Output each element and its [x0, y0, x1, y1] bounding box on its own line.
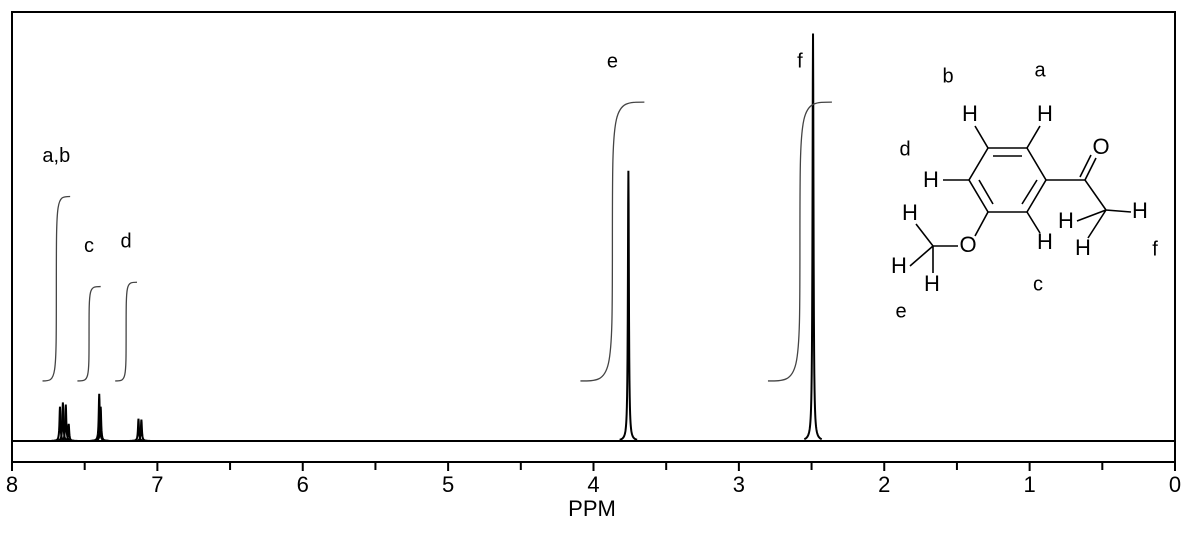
atom: H — [891, 253, 907, 278]
x-axis-label: PPM — [568, 496, 616, 521]
ring-double-bonds — [978, 155, 1038, 205]
atom: H — [1075, 235, 1091, 260]
atom: H — [902, 200, 918, 225]
peak — [59, 423, 78, 442]
site-label: f — [1152, 238, 1158, 260]
ring — [968, 147, 1047, 213]
integral-curve — [77, 285, 101, 382]
site-label: e — [895, 300, 906, 322]
x-tick-label: 3 — [733, 472, 745, 497]
x-tick-label: 2 — [878, 472, 890, 497]
atom: H — [962, 101, 978, 126]
atom: H — [923, 167, 939, 192]
x-tick-label: 4 — [587, 472, 599, 497]
integral-curve — [115, 281, 138, 382]
atom: O — [1092, 134, 1109, 159]
site-label: a — [1034, 59, 1046, 81]
integral-label: f — [797, 50, 803, 72]
site-label: c — [1033, 273, 1043, 295]
peak — [619, 170, 638, 441]
peak — [129, 418, 148, 442]
site-label: b — [942, 65, 953, 87]
x-tick-label: 5 — [442, 472, 454, 497]
integral-curve — [767, 101, 832, 382]
plot-frame — [11, 11, 1176, 463]
atom: O — [959, 232, 976, 257]
molecule: H H O H H H H O H H H H a b c d e f — [891, 59, 1158, 322]
x-tick-label: 6 — [297, 472, 309, 497]
peak — [91, 406, 110, 442]
atom: H — [1037, 229, 1053, 254]
site-label: d — [899, 138, 910, 160]
atom: H — [1058, 208, 1074, 233]
integral-label: d — [121, 231, 132, 253]
atom: H — [1037, 101, 1053, 126]
x-tick-label: 8 — [6, 472, 18, 497]
integral-label: a,b — [42, 145, 70, 167]
bonds — [909, 125, 1132, 273]
peak — [803, 33, 823, 441]
peak — [132, 419, 151, 442]
integral-curve — [42, 195, 71, 382]
integral-label: c — [84, 235, 94, 257]
atom: H — [924, 271, 940, 296]
x-tick-label: 0 — [1169, 472, 1181, 497]
atom: H — [1132, 198, 1148, 223]
x-tick-label: 7 — [151, 472, 163, 497]
x-tick-label: 1 — [1024, 472, 1036, 497]
integral-label: e — [607, 50, 618, 72]
integral-curve — [580, 101, 645, 382]
